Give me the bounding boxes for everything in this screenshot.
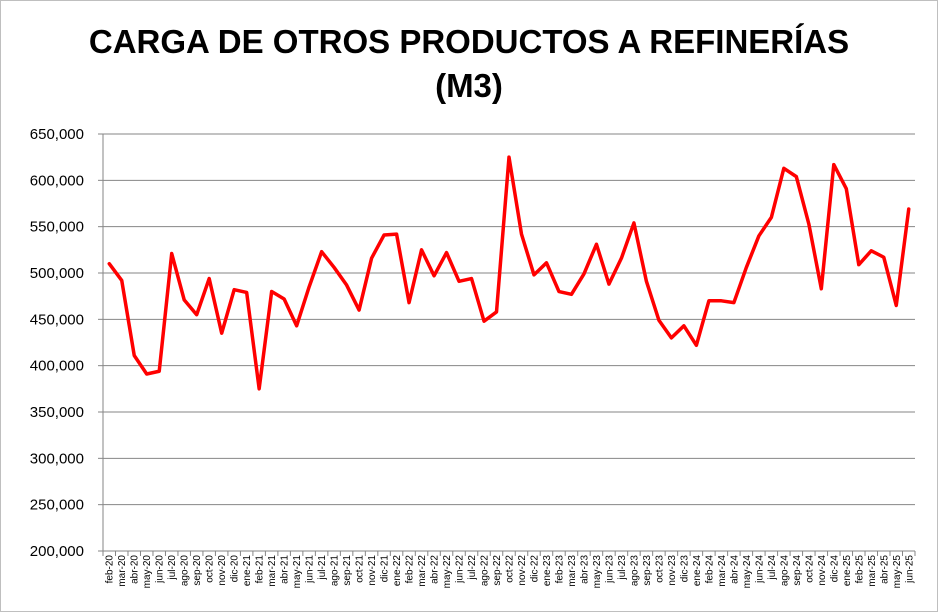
x-axis-tick-label: sep-20 (192, 555, 203, 586)
x-axis-tick-label: oct-21 (355, 555, 366, 583)
x-axis-tick-label: abr-25 (879, 555, 890, 584)
x-axis-tick-label: nov-22 (517, 555, 528, 586)
chart-title-line-1: CARGA DE OTROS PRODUCTOS A REFINERÍAS (88, 23, 850, 60)
series-line-group (107, 155, 911, 391)
x-axis-tick-label: mar-25 (867, 555, 878, 587)
x-axis-tick-label: jul-20 (167, 555, 178, 581)
x-axis-tick-label: ene-24 (692, 555, 703, 587)
x-axis-tick-label: oct-24 (804, 555, 815, 583)
x-axis-tick-label: may-23 (592, 555, 603, 589)
x-axis-tick-label: dic-20 (230, 555, 241, 583)
y-axis-tick-label: 450,000 (30, 311, 84, 328)
x-axis-tick-label: feb-21 (255, 555, 266, 584)
y-axis-tick-label: 550,000 (30, 219, 84, 236)
x-axis-tick-label: feb-25 (854, 555, 865, 584)
y-axis-tick-label: 350,000 (30, 404, 84, 421)
x-axis-tick-label: mar-23 (567, 555, 578, 587)
x-axis-tick-label: nov-20 (217, 555, 228, 586)
x-axis-tick-label: jul-21 (317, 555, 328, 581)
y-axis-tick-labels: 200,000 250,000 300,000 350,000 400,000 450,0… (30, 126, 84, 560)
x-axis-tick-label: ago-20 (180, 555, 191, 587)
x-axis-tick-label: nov-24 (817, 555, 828, 586)
y-axis-tick-label: 300,000 (30, 450, 84, 467)
x-axis-tick-label: abr-21 (280, 555, 291, 584)
x-axis-tick-label: ene-23 (542, 555, 553, 587)
x-axis-tick-label: jun-22 (455, 555, 466, 584)
x-axis-tick-label: ago-23 (629, 555, 640, 587)
x-axis-tick-label: ago-22 (480, 555, 491, 587)
x-axis-tick-label: mar-22 (417, 555, 428, 587)
x-axis-tick-label: abr-22 (430, 555, 441, 584)
x-axis-tick-label: oct-23 (654, 555, 665, 583)
x-axis-tick-label: jun-25 (904, 555, 915, 584)
chart-title: CARGA DE OTROS PRODUCTOS A REFINERÍAS (M… (0, 20, 938, 108)
x-axis-tick-label: may-21 (292, 555, 303, 589)
x-axis-tick-label: nov-21 (367, 555, 378, 586)
x-axis-tick-label: may-25 (892, 555, 903, 589)
x-axis-tick-label: sep-23 (642, 555, 653, 586)
x-axis-tick-label: dic-21 (380, 555, 391, 583)
x-axis-tick-labels: feb-20 mar-20 abr-20 may-20 jun-20 jul-20 ago-… (105, 555, 916, 589)
x-axis-tick-label: dic-23 (679, 555, 690, 583)
x-axis-tick-label: may-22 (442, 555, 453, 589)
y-axis-tick-label: 250,000 (30, 497, 84, 514)
x-axis-tick-label: sep-21 (342, 555, 353, 586)
x-axis-tick-label: ene-22 (392, 555, 403, 587)
x-axis-tick-label: ago-21 (330, 555, 341, 587)
x-axis-tick-label: ago-24 (779, 555, 790, 587)
x-axis-tick-label: oct-20 (205, 555, 216, 583)
chart-title-line-2: (M3) (435, 67, 503, 104)
y-axis-tick-label: 650,000 (30, 126, 84, 143)
x-axis-tick-label: abr-23 (579, 555, 590, 584)
y-axis-tick-label: 400,000 (30, 358, 84, 375)
x-axis-tick-label: abr-24 (729, 555, 740, 584)
x-axis-tick-label: ene-21 (242, 555, 253, 587)
y-axis-tick-label: 500,000 (30, 265, 84, 282)
x-axis-tick-label: dic-24 (829, 555, 840, 583)
x-axis-tick-label: jun-21 (305, 555, 316, 584)
x-axis-tick-label: sep-24 (792, 555, 803, 586)
x-axis-tick-label: feb-20 (105, 555, 116, 584)
x-axis-tick-label: mar-24 (717, 555, 728, 587)
axes (98, 133, 916, 556)
x-axis-tick-label: ene-25 (842, 555, 853, 587)
x-axis-tick-label: jul-22 (467, 555, 478, 581)
x-axis-tick-label: feb-23 (554, 555, 565, 584)
x-axis-tick-label: dic-22 (529, 555, 540, 583)
x-axis-tick-label: may-20 (142, 555, 153, 589)
y-axis-tick-label: 600,000 (30, 172, 84, 189)
x-axis-tick-label: abr-20 (130, 555, 141, 584)
y-axis-tick-label: 200,000 (30, 543, 84, 560)
x-axis-tick-label: jul-23 (617, 555, 628, 581)
x-axis-tick-label: feb-24 (704, 555, 715, 584)
x-axis-tick-label: mar-21 (267, 555, 278, 587)
x-axis-tick-label: sep-22 (492, 555, 503, 586)
x-axis-tick-label: jul-24 (767, 555, 778, 581)
x-axis-tick-label: jun-20 (155, 555, 166, 584)
x-axis-tick-label: oct-22 (505, 555, 516, 583)
x-axis-tick-label: mar-20 (117, 555, 128, 587)
x-axis-tick-label: may-24 (742, 555, 753, 589)
x-axis-tick-label: jun-23 (604, 555, 615, 584)
x-axis-tick-label: nov-23 (667, 555, 678, 586)
x-axis-tick-label: jun-24 (754, 555, 765, 584)
x-axis-tick-label: feb-22 (405, 555, 416, 584)
